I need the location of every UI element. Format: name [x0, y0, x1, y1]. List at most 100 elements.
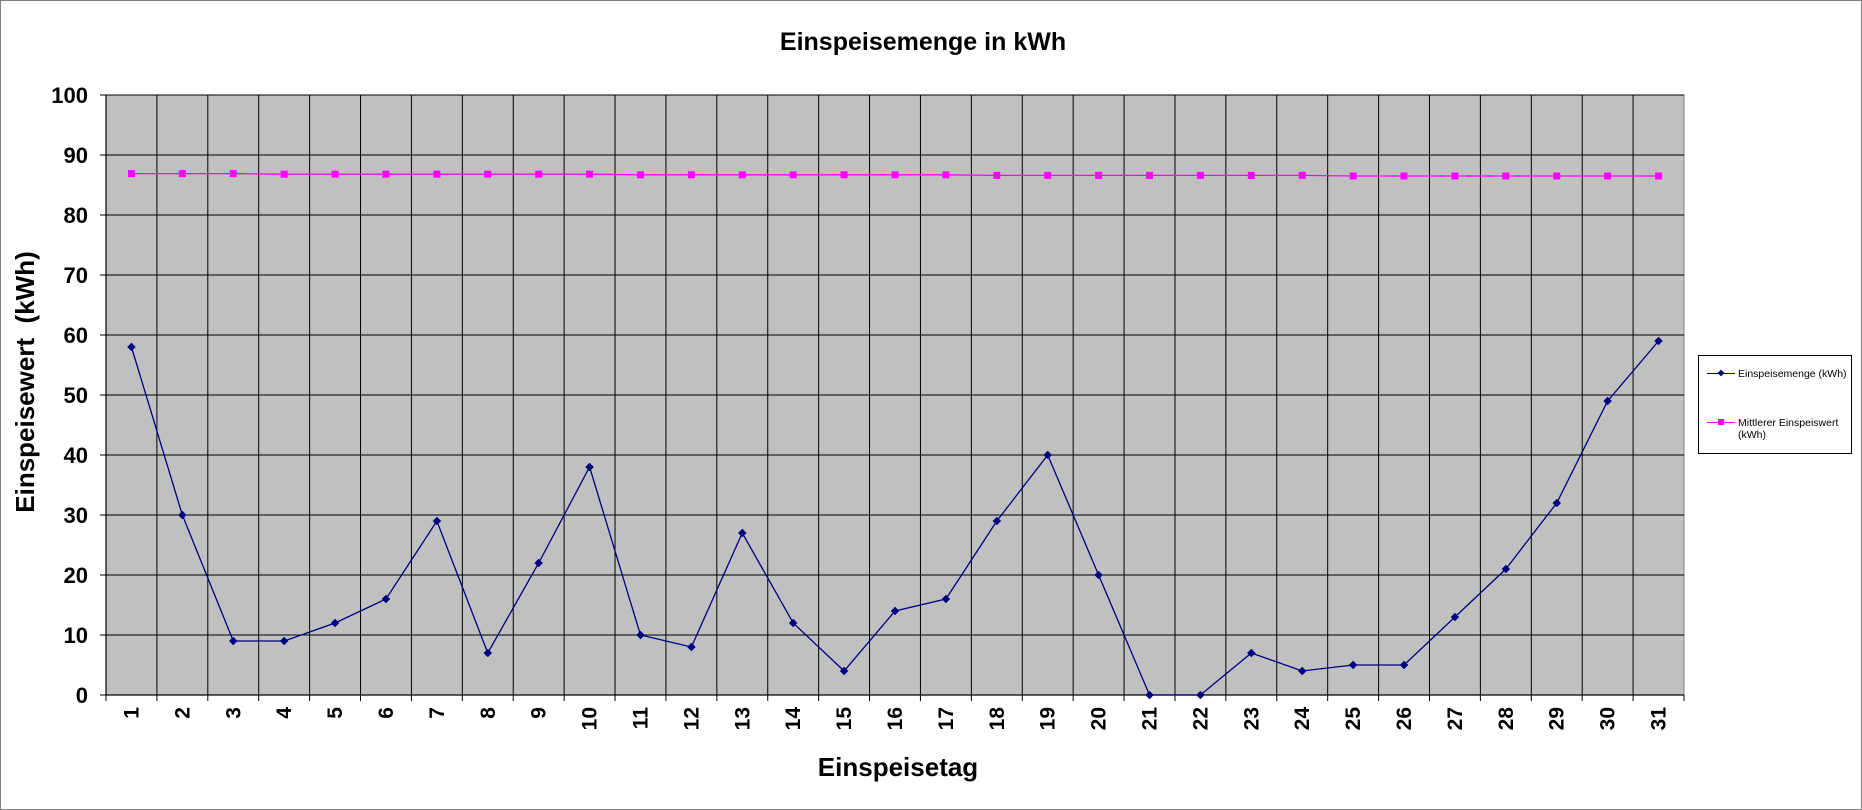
legend: Einspeisemenge (kWh) Mittlerer Einspeisw…	[1698, 355, 1852, 454]
x-tick-label: 6	[375, 707, 398, 719]
data-point	[229, 170, 237, 178]
x-tick-label: 26	[1393, 707, 1416, 730]
data-point	[1348, 660, 1358, 670]
data-point	[1298, 171, 1306, 179]
data-point	[1145, 690, 1154, 700]
data-point	[484, 170, 492, 178]
data-point	[1450, 612, 1460, 622]
data-point	[890, 606, 900, 616]
x-axis-ticks: 1 2 3 4 5 6 7 8 9 10 11 12 13 14 15 16 17 18 19 20 21 22 23 24 2…	[120, 707, 1670, 731]
data-point	[280, 170, 288, 178]
x-tick-label: 29	[1546, 707, 1569, 730]
axes	[100, 94, 1685, 701]
y-tick-label: 40	[64, 443, 88, 468]
data-point	[1044, 171, 1052, 179]
data-point	[789, 171, 797, 179]
data-point	[1043, 450, 1053, 460]
data-point	[127, 170, 135, 178]
data-point	[331, 170, 339, 178]
x-tick-label: 21	[1139, 707, 1162, 731]
data-point	[1603, 396, 1612, 406]
x-tick-label: 4	[273, 707, 296, 719]
x-tick-label: 5	[324, 707, 347, 719]
x-tick-label: 12	[680, 707, 703, 730]
x-tick-label: 17	[935, 707, 958, 730]
data-point	[1146, 171, 1154, 179]
x-tick-label: 22	[1189, 707, 1212, 730]
data-point	[1247, 171, 1255, 179]
data-point	[941, 594, 951, 604]
x-tick-label: 25	[1342, 707, 1365, 731]
data-point	[535, 170, 543, 178]
data-point	[585, 462, 594, 472]
data-point	[432, 516, 442, 526]
data-point	[127, 342, 136, 352]
data-point	[1655, 172, 1663, 180]
x-tick-label: 10	[579, 707, 602, 730]
data-point	[687, 642, 696, 652]
data-point	[687, 171, 695, 179]
data-point	[1400, 172, 1408, 180]
data-point	[381, 594, 391, 604]
data-point	[1654, 336, 1663, 346]
data-point	[433, 170, 441, 178]
data-point	[382, 170, 390, 178]
data-point	[279, 636, 289, 646]
x-tick-label: 3	[222, 707, 245, 719]
data-point	[788, 618, 798, 628]
data-point	[839, 666, 849, 676]
y-axis-label: Einspeisewert (kWh)	[10, 251, 40, 513]
data-point	[586, 170, 594, 178]
data-point	[1399, 660, 1409, 670]
gridlines	[106, 94, 1684, 695]
x-tick-label: 8	[477, 707, 500, 719]
x-tick-label: 11	[629, 707, 652, 730]
y-tick-label: 80	[64, 203, 88, 228]
y-axis-ticks: 0 10 20 30 40 50 60 70 80 90 100	[51, 83, 88, 708]
data-point	[178, 170, 186, 178]
x-tick-label: 20	[1088, 707, 1111, 730]
legend-label: Mittlerer Einspeiswert (kWh)	[1738, 417, 1839, 441]
data-point	[330, 618, 340, 628]
data-point	[1553, 172, 1561, 180]
legend-swatch-diamond	[1707, 368, 1735, 378]
y-tick-label: 30	[64, 503, 88, 528]
data-point	[891, 171, 899, 179]
x-tick-label: 23	[1240, 707, 1263, 730]
data-point	[636, 171, 644, 179]
x-tick-label: 14	[782, 707, 805, 731]
y-tick-label: 90	[64, 143, 88, 168]
data-point	[1094, 570, 1103, 580]
data-point	[1552, 498, 1562, 508]
data-point	[992, 516, 1002, 526]
data-point	[1604, 172, 1612, 180]
chart-title: Einspeisemenge in kWh	[780, 28, 1066, 56]
x-tick-label: 15	[833, 707, 856, 731]
data-point	[737, 528, 747, 538]
data-point	[534, 558, 544, 568]
legend-label: Einspeisemenge (kWh)	[1738, 368, 1847, 380]
data-point	[1246, 648, 1256, 658]
y-tick-label: 60	[64, 323, 88, 348]
series-layer	[127, 170, 1663, 700]
data-point	[993, 171, 1001, 179]
x-tick-label: 9	[528, 707, 551, 719]
x-tick-label: 18	[986, 707, 1009, 731]
x-tick-label: 28	[1495, 707, 1518, 731]
data-point	[636, 630, 645, 640]
data-point	[1502, 172, 1510, 180]
x-tick-label: 24	[1291, 707, 1314, 731]
data-point	[1501, 564, 1511, 574]
y-tick-label: 10	[64, 623, 88, 648]
x-tick-label: 2	[171, 707, 194, 719]
data-point	[483, 648, 493, 658]
data-point	[942, 171, 950, 179]
y-tick-label: 0	[76, 683, 88, 708]
y-tick-label: 100	[51, 83, 88, 108]
x-axis-label: Einspeisetag	[818, 752, 978, 782]
data-point	[1095, 171, 1103, 179]
data-point	[1196, 171, 1204, 179]
data-point	[1297, 666, 1307, 676]
x-tick-label: 31	[1648, 707, 1671, 731]
